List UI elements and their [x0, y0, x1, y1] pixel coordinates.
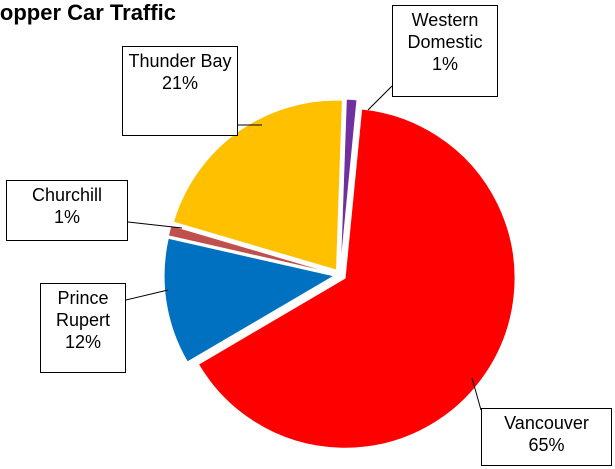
label-category: Thunder Bay: [128, 51, 232, 71]
data-label: Western Domestic 1%: [392, 5, 498, 97]
leader-line: [367, 85, 393, 111]
leader-line: [125, 289, 169, 301]
label-value: 1%: [431, 54, 458, 74]
leaders: [125, 85, 482, 411]
leader-line: [471, 377, 482, 411]
pie-slice: [163, 237, 336, 363]
data-label: Churchill 1%: [6, 180, 128, 241]
chart-title: Hopper Car Traffic: [0, 0, 176, 25]
label-value: 1%: [53, 207, 80, 227]
pie-slice: [167, 224, 335, 274]
label-category: Vancouver: [504, 413, 589, 433]
data-label: Prince Rupert 12%: [40, 283, 126, 373]
pie: [163, 98, 516, 449]
data-label: Vancouver 65%: [481, 408, 612, 466]
label-category: Churchill: [31, 185, 103, 205]
label-value: 65%: [528, 435, 565, 455]
label-value: 12%: [64, 332, 102, 352]
pie-slice: [339, 98, 358, 270]
pie-slice: [197, 108, 516, 449]
label-category: Prince Rupert: [55, 288, 111, 330]
data-label: Thunder Bay 21%: [122, 46, 238, 136]
label-value: 21%: [161, 73, 199, 93]
leader-line: [127, 221, 183, 229]
label-category: Western Domestic: [407, 10, 483, 52]
